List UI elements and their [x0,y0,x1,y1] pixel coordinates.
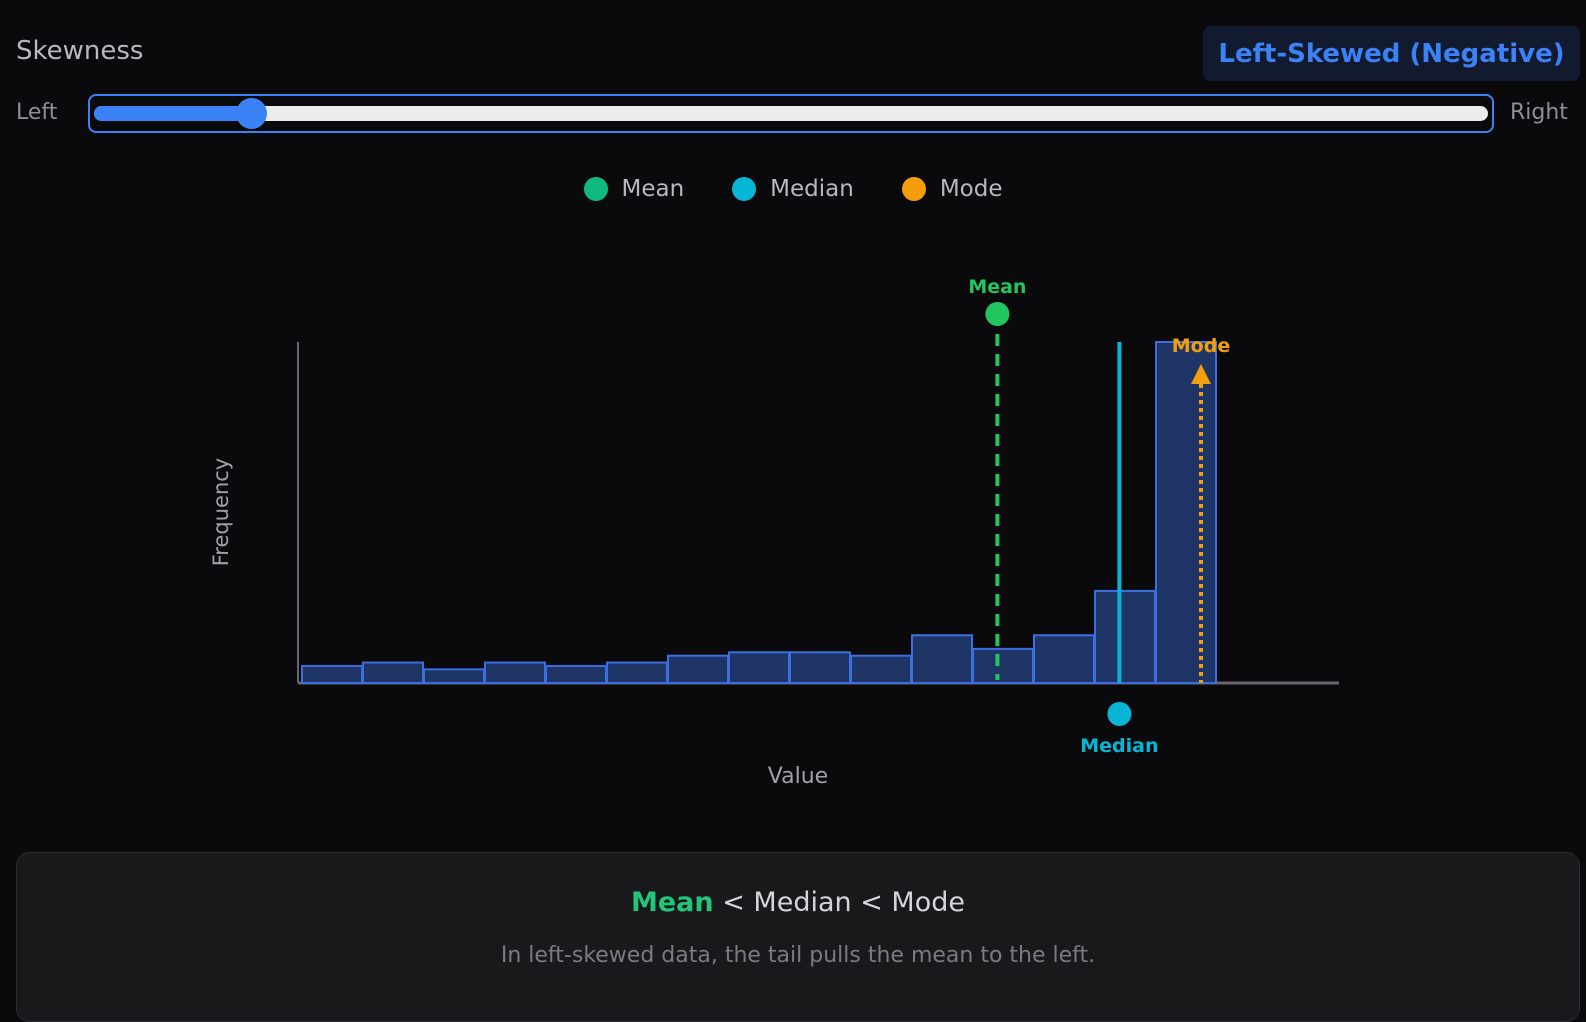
x-axis-label: Value [768,764,828,789]
mode-arrow-icon [1191,364,1211,384]
y-axis-label: Frequency [209,458,233,567]
slider-track[interactable] [94,106,1488,121]
legend-label: Mode [939,176,1003,202]
skewness-slider[interactable] [88,94,1494,133]
histogram-bar [728,651,790,684]
histogram-bar [667,654,729,684]
median-label: Median [1080,735,1158,757]
mean-dot-icon [583,177,608,201]
legend-item-mode: Mode [901,176,1003,202]
slider-fill [94,106,252,121]
histogram-bar [1155,341,1217,684]
legend-label: Median [770,176,854,202]
mean-dot-icon [985,302,1010,326]
histogram-bar [972,647,1034,685]
summary-relation-rest: < Median < Mode [713,887,965,918]
legend-label: Mean [621,176,685,202]
mode-label: Mode [1172,335,1230,357]
summary-mean: Mean [631,887,714,918]
mean-label: Mean [968,276,1026,298]
histogram-bar [606,661,668,684]
chart-legend: Mean Median Mode [0,176,1586,202]
histogram-bar [484,661,546,684]
histogram-bar [362,661,424,684]
median-dot-icon [732,177,757,201]
histogram-bar [545,664,607,685]
summary-relation: Mean < Median < Mode [17,887,1579,918]
histogram-bar [789,651,851,684]
median-dot-icon [1107,702,1132,726]
slider-thumb[interactable] [236,98,268,129]
slider-right-label: Right [1510,100,1568,125]
summary-description: In left-skewed data, the tail pulls the … [500,943,1096,968]
stat-markers: Mean Median Mode [968,276,1230,757]
histogram-bar [1033,634,1095,685]
mode-dot-icon [901,177,926,201]
summary-card: Mean < Median < Mode In left-skewed data… [16,852,1580,1022]
skew-type-badge: Left-Skewed (Negative) [1203,26,1580,81]
histogram-bar [850,654,912,684]
slider-left-label: Left [16,100,58,125]
histogram-bar [423,668,485,684]
histogram-bar [911,634,973,685]
histogram-bar [301,664,363,685]
histogram-bar [1094,589,1156,684]
histogram-chart: Mean Median Mode Frequency Value [209,276,1339,789]
legend-item-median: Median [732,176,854,202]
legend-item-mean: Mean [583,176,685,202]
skewness-title: Skewness [16,36,144,66]
histogram-bars [301,341,1217,685]
